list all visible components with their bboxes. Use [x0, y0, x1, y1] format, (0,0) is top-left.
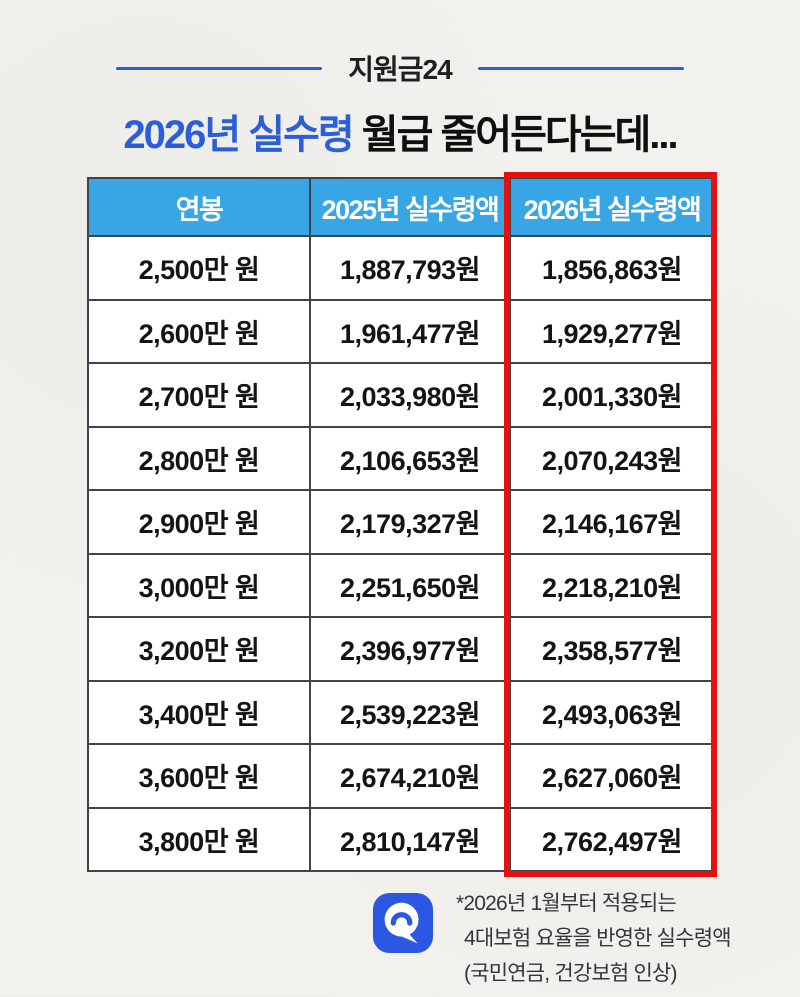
pay-2025-cell: 1,887,793원: [309, 235, 511, 301]
pay-2026-cell: 1,856,863원: [509, 235, 715, 301]
table-row: 3,800만 원 2,810,147원 2,762,497원: [87, 806, 715, 872]
table-row: 2,500만 원 1,887,793원 1,856,863원: [87, 235, 715, 301]
pay-2026-cell: 2,218,210원: [509, 552, 715, 618]
table-row: 2,700만 원 2,033,980원 2,001,330원: [87, 362, 715, 428]
pay-2025-cell: 2,179,327원: [309, 489, 511, 555]
salary-cell: 2,800만 원: [87, 425, 311, 491]
salary-cell: 2,700만 원: [87, 362, 311, 428]
pay-2025-cell: 2,396,977원: [309, 616, 511, 682]
col-header-pay-2025: 2025년 실수령액: [309, 177, 511, 237]
table-row: 2,900만 원 2,179,327원 2,146,167원: [87, 489, 715, 555]
brand-text: 지원금24: [348, 54, 452, 85]
page-title-highlight: 2026년 실수령: [123, 113, 354, 157]
table-header-row: 연봉 2025년 실수령액 2026년 실수령액: [87, 177, 715, 237]
footnote-line-3: (국민연금, 건강보험 인상): [464, 962, 678, 985]
pay-2025-cell: 2,539,223원: [309, 679, 511, 745]
table-wrapper: 연봉 2025년 실수령액 2026년 실수령액 2,500만 원 1,887,7…: [87, 172, 717, 877]
table-row: 3,000만 원 2,251,650원 2,218,210원: [87, 552, 715, 618]
footnote-line-1: *2026년 1월부터 적용되는: [456, 892, 677, 915]
pay-2026-cell: 2,762,497원: [509, 806, 715, 872]
pay-2025-cell: 2,810,147원: [309, 806, 511, 872]
brand-header: 지원금24: [0, 0, 800, 88]
pay-2026-cell: 2,146,167원: [509, 489, 715, 555]
page-title: 2026년 실수령 월급 줄어든다는데...: [0, 102, 800, 160]
salary-cell: 3,000만 원: [87, 552, 311, 618]
table-row: 2,800만 원 2,106,653원 2,070,243원: [87, 425, 715, 491]
table-row: 3,200만 원 2,396,977원 2,358,577원: [87, 616, 715, 682]
pay-table: 연봉 2025년 실수령액 2026년 실수령액 2,500만 원 1,887,7…: [87, 177, 715, 872]
salary-cell: 2,500만 원: [87, 235, 311, 301]
pay-2025-cell: 1,961,477원: [309, 298, 511, 364]
pay-2026-cell: 2,627,060원: [509, 743, 715, 809]
salary-cell: 2,900만 원: [87, 489, 311, 555]
salary-cell: 3,400만 원: [87, 679, 311, 745]
speech-bubble-icon: [372, 892, 434, 954]
footnote: *2026년 1월부터 적용되는 4대보험 요율을 반영한 실수령액 (국민연금…: [372, 892, 800, 997]
pay-2025-cell: 2,106,653원: [309, 425, 511, 491]
table-row: 3,400만 원 2,539,223원 2,493,063원: [87, 679, 715, 745]
table-row: 3,600만 원 2,674,210원 2,627,060원: [87, 743, 715, 809]
col-header-pay-2026: 2026년 실수령액: [509, 177, 715, 237]
decor-line-left: [116, 66, 323, 70]
salary-cell: 3,200만 원: [87, 616, 311, 682]
pay-2025-cell: 2,251,650원: [309, 552, 511, 618]
table-body: 2,500만 원 1,887,793원 1,856,863원 2,600만 원 1,96…: [87, 235, 715, 872]
pay-2025-cell: 2,674,210원: [309, 743, 511, 809]
salary-cell: 2,600만 원: [87, 298, 311, 364]
salary-cell: 3,600만 원: [87, 743, 311, 809]
table-row: 2,600만 원 1,961,477원 1,929,277원: [87, 298, 715, 364]
decor-line-right: [477, 66, 684, 70]
col-header-salary: 연봉: [87, 177, 311, 237]
pay-2026-cell: 2,493,063원: [509, 679, 715, 745]
footnote-line-2: 4대보험 요율을 반영한 실수령액: [464, 927, 732, 950]
salary-cell: 3,800만 원: [87, 806, 311, 872]
pay-2026-cell: 1,929,277원: [509, 298, 715, 364]
footnote-text: *2026년 1월부터 적용되는 4대보험 요율을 반영한 실수령액 (국민연금…: [456, 892, 732, 997]
page-title-rest: 월급 줄어든다는데...: [352, 113, 679, 157]
pay-2026-cell: 2,070,243원: [509, 425, 715, 491]
pay-2026-cell: 2,358,577원: [509, 616, 715, 682]
pay-2025-cell: 2,033,980원: [309, 362, 511, 428]
pay-2026-cell: 2,001,330원: [509, 362, 715, 428]
